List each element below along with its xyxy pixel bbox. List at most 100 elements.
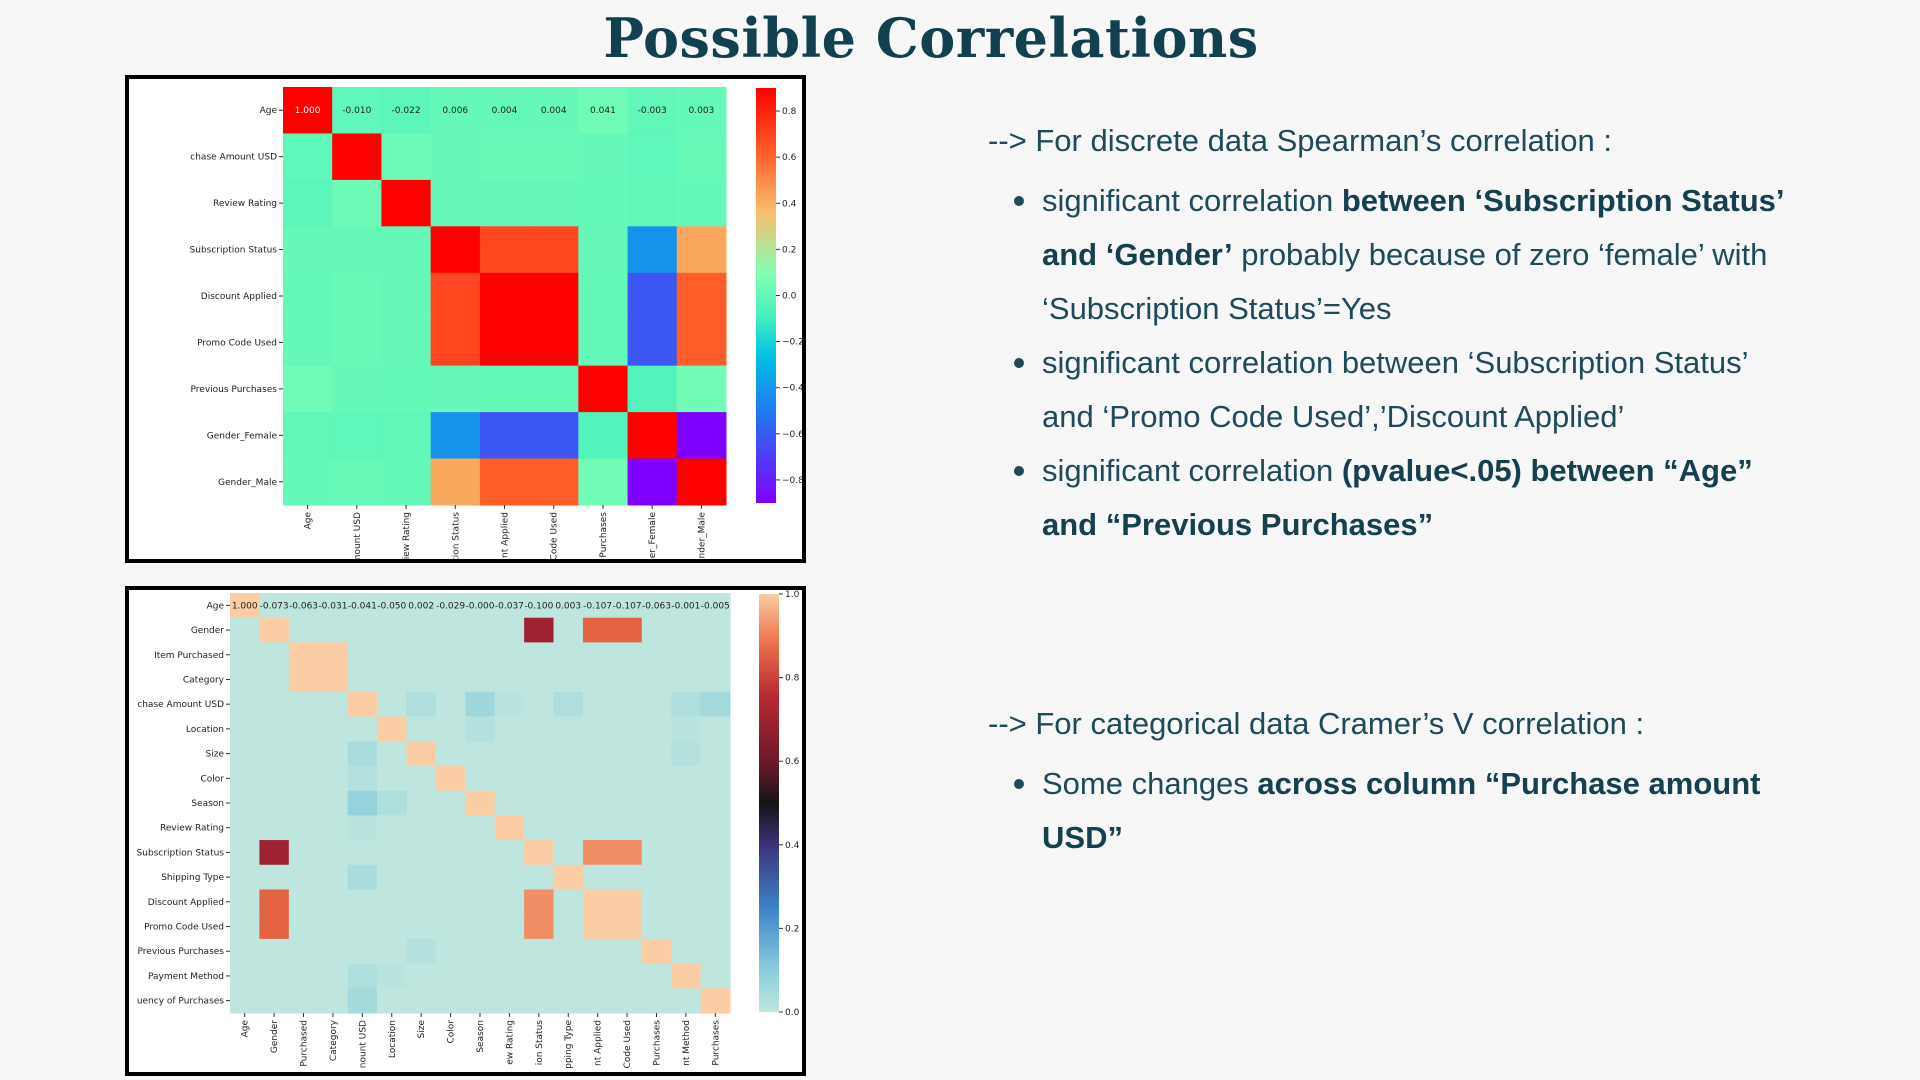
heatmap-cell [283,133,333,181]
y-tick-label: Category [183,675,225,685]
heatmap-cell [318,642,349,668]
heatmap-cell [377,815,407,841]
heatmap-cell [700,914,731,940]
heatmap-cell [578,319,629,367]
y-tick-label: Gender_Male [218,478,277,488]
bullet-text: Some changes [1042,766,1258,801]
heatmap-cell [553,889,584,915]
heatmap-cell [377,617,407,643]
heatmap-cell [582,790,613,816]
heatmap-cell [465,716,496,742]
cell-annotation: -0.003 [638,106,667,116]
cell-annotation: -0.022 [392,106,421,116]
heatmap-cell [676,458,727,506]
heatmap-cell [524,840,555,866]
y-tick-label: Color [201,774,225,784]
heatmap-cell [553,840,584,866]
cell-annotation: -0.107 [583,601,612,611]
x-tick-label: nder_Male [697,512,707,559]
heatmap-cell [465,642,496,668]
heatmap-cell [332,272,382,320]
cell-annotation: -0.000 [465,601,494,611]
heatmap-cell [318,840,349,866]
heatmap-cell [465,889,496,915]
heatmap-cell [465,593,496,619]
heatmap-cell [529,133,579,181]
y-tick-label: Payment Method [148,972,224,982]
heatmap-cell [430,133,481,181]
heatmap-cell [259,938,290,965]
x-tick-label: nt Applied [594,1020,604,1066]
heatmap-cell [406,815,437,841]
heatmap-cell [578,87,629,134]
heatmap-cell [377,938,407,965]
heatmap-cell [671,741,702,767]
heatmap-cell [406,988,437,1014]
heatmap-cell [700,642,731,668]
heatmap-cell [381,458,432,506]
heatmap-cell [524,617,555,643]
heatmap-cell [494,840,525,866]
heatmap-cell [671,617,702,643]
bullet-item: significant correlation between ‘Subscri… [988,174,1788,336]
heatmap-cell [553,963,584,989]
heatmap-cell [676,179,727,227]
y-tick-label: Season [191,799,224,809]
y-tick-label: Location [186,725,224,735]
heatmap-cell [430,179,481,227]
heatmap-cell [641,914,672,940]
heatmap-cell [582,642,613,668]
heatmap-cell [465,963,496,989]
bullet-emphasis: across column “Purchase amount USD” [1042,766,1761,855]
heatmap-cell [377,593,407,619]
x-tick-label: ion Status [535,1020,545,1066]
heatmap-cell [524,691,555,718]
heatmap-cell [553,691,584,718]
heatmap-cell [671,914,702,940]
heatmap-cell [612,593,643,619]
heatmap-cell [641,840,672,866]
heatmap-cell [381,412,432,460]
heatmap-cell [465,741,496,767]
colorbar-tick-label: −0.6 [782,430,802,440]
heatmap-cell [641,667,672,693]
heatmap-cell [230,642,260,668]
heatmap-cell [529,319,579,367]
heatmap-cell [377,914,407,940]
heatmap-cell [553,790,584,816]
heatmap-cell [479,319,530,367]
x-tick-label: Size [417,1020,427,1039]
cell-annotation: 0.004 [492,106,518,116]
cell-annotation: -0.029 [436,601,465,611]
heatmap-cell [377,765,407,792]
y-tick-label: Previous Purchases [191,385,278,395]
heatmap-cell [582,765,613,792]
y-tick-label: Previous Purchases [138,947,225,957]
heatmap-cell [641,617,672,643]
heatmap-cell [230,914,260,940]
heatmap-cell [230,691,260,718]
heatmap-cell [435,815,466,841]
heatmap-cell [332,412,382,460]
heatmap-cell [288,667,319,693]
cell-annotation: -0.037 [495,601,524,611]
heatmap-cell [524,963,555,989]
heatmap-cell [671,988,702,1014]
heatmap-cell [479,458,530,506]
heatmap-cell [524,741,555,767]
heatmap-cell [318,914,349,940]
spearman-heatmap: 1.000 -0.010 -0.022 0.006 0.004 0.004 0.041 -0.… [190,87,802,559]
spearman-bullet-list: significant correlation between ‘Subscri… [988,174,1788,552]
heatmap-cell [347,593,378,619]
heatmap-cell [494,667,525,693]
heatmap-cell [318,667,349,693]
x-tick-label: Location [388,1020,398,1058]
heatmap-cell [283,272,333,320]
heatmap-cell [406,889,437,915]
heatmap-cell [259,741,290,767]
heatmap-cell [435,691,466,718]
cell-annotation: 1.000 [232,601,258,611]
x-tick-label: Purchased [300,1020,310,1067]
heatmap-cell [430,412,481,460]
heatmap-cell [283,87,333,134]
